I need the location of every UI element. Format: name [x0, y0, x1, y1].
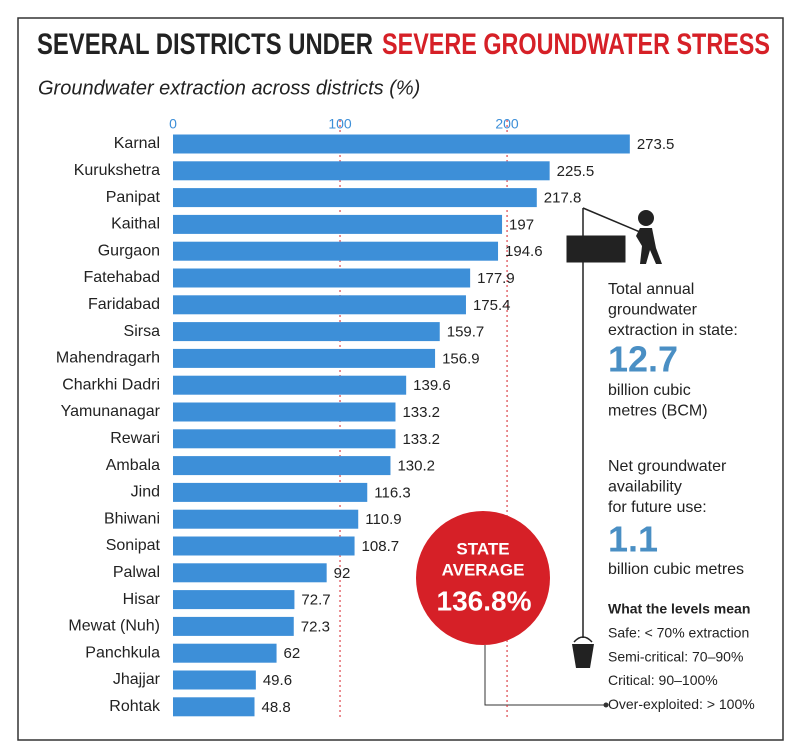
- y-tick-label: Rewari: [110, 430, 160, 447]
- bar: [173, 456, 391, 476]
- y-tick-label: Karnal: [114, 135, 160, 152]
- value-label: 72.7: [301, 592, 330, 609]
- bar: [173, 509, 359, 529]
- y-tick-label: Mahendragarh: [56, 350, 160, 367]
- y-tick-label: Faridabad: [88, 296, 160, 313]
- panel-figure: 1.1: [608, 519, 658, 560]
- panel-figure: 12.7: [608, 339, 678, 380]
- value-label: 133.2: [402, 404, 440, 421]
- y-tick-label: Rohtak: [109, 698, 161, 715]
- panel-text: billion cubic: [608, 382, 691, 399]
- y-tick-label: Sonipat: [106, 537, 161, 554]
- value-label: 48.8: [262, 699, 291, 716]
- panel-text: billion cubic metres: [608, 561, 744, 578]
- bar: [173, 402, 396, 422]
- value-label: 110.9: [365, 511, 401, 528]
- value-label: 197: [509, 216, 534, 233]
- value-label: 177.9: [477, 270, 515, 287]
- value-label: 159.7: [447, 324, 485, 341]
- badge-figure: 136.8%: [437, 585, 532, 616]
- panel-text: metres (BCM): [608, 403, 708, 420]
- bar: [173, 429, 396, 449]
- y-tick-label: Jhajjar: [113, 671, 161, 688]
- value-label: 217.8: [544, 190, 582, 207]
- y-tick-label: Mewat (Nuh): [68, 618, 160, 635]
- bar: [173, 295, 466, 315]
- value-label: 175.4: [473, 297, 511, 314]
- bar: [173, 348, 436, 368]
- y-tick-label: Yamunanagar: [61, 403, 161, 420]
- y-tick-label: Bhiwani: [104, 510, 160, 527]
- panel-text: Total annual: [608, 281, 694, 298]
- value-label: 273.5: [637, 136, 675, 153]
- x-tick-label: 0: [169, 116, 177, 132]
- y-tick-label: Panipat: [106, 189, 161, 206]
- state-average-badge: [416, 511, 550, 645]
- y-tick-label: Ambala: [106, 457, 160, 474]
- level-item: Critical: 90–100%: [608, 672, 718, 688]
- value-label: 156.9: [442, 350, 480, 367]
- y-tick-label: Kaithal: [111, 216, 160, 233]
- bar: [173, 322, 440, 342]
- level-item: Over-exploited: > 100%: [608, 696, 755, 712]
- chart-title-highlight: SEVERE GROUNDWATER STRESS: [382, 28, 770, 61]
- panel-text: availability: [608, 479, 682, 496]
- bar: [173, 268, 471, 288]
- value-label: 139.6: [413, 377, 451, 394]
- bar: [173, 590, 295, 610]
- level-item: Semi-critical: 70–90%: [608, 648, 743, 664]
- value-label: 62: [284, 645, 301, 662]
- y-tick-label: Palwal: [113, 564, 160, 581]
- bar: [173, 643, 277, 663]
- bar: [173, 188, 537, 208]
- x-tick-label: 100: [328, 116, 352, 132]
- panel-text: extraction in state:: [608, 322, 738, 339]
- well-graphic: [566, 207, 662, 668]
- y-tick-label: Sirsa: [124, 323, 161, 340]
- y-tick-label: Panchkula: [85, 644, 160, 661]
- x-tick-label: 200: [495, 116, 519, 132]
- bar: [173, 134, 630, 154]
- value-label: 225.5: [557, 163, 595, 180]
- panel-text: Net groundwater: [608, 458, 727, 475]
- bar: [173, 697, 255, 717]
- y-tick-label: Kurukshetra: [74, 162, 160, 179]
- bar: [173, 563, 327, 583]
- value-label: 92: [334, 565, 351, 582]
- chart-title: SEVERAL DISTRICTS UNDER: [37, 28, 373, 61]
- panel-text: for future use:: [608, 499, 707, 516]
- badge-text: STATE: [456, 539, 509, 558]
- level-item: Safe: < 70% extraction: [608, 625, 749, 641]
- panel-text: groundwater: [608, 302, 698, 319]
- bar: [173, 214, 503, 234]
- y-tick-label: Charkhi Dadri: [62, 376, 160, 393]
- bar: [173, 161, 550, 181]
- value-label: 116.3: [374, 484, 410, 501]
- value-label: 108.7: [362, 538, 400, 555]
- y-tick-label: Hisar: [123, 591, 161, 608]
- bar: [173, 482, 368, 502]
- value-label: 133.2: [402, 431, 440, 448]
- bar: [173, 616, 294, 636]
- bar: [173, 375, 407, 395]
- value-label: 49.6: [263, 672, 292, 689]
- y-tick-label: Gurgaon: [98, 242, 160, 259]
- bar: [173, 670, 256, 690]
- y-tick-label: Fatehabad: [83, 269, 160, 286]
- chart-subtitle: Groundwater extraction across districts …: [38, 77, 420, 99]
- connector-dot: [603, 702, 609, 708]
- y-tick-label: Jind: [131, 484, 160, 501]
- value-label: 130.2: [397, 458, 435, 475]
- levels-title: What the levels mean: [608, 601, 750, 617]
- badge-text: AVERAGE: [442, 560, 525, 579]
- bar: [173, 241, 499, 261]
- value-label: 194.6: [505, 243, 543, 260]
- bar: [173, 536, 355, 556]
- connector: [484, 645, 606, 706]
- value-label: 72.3: [301, 618, 330, 635]
